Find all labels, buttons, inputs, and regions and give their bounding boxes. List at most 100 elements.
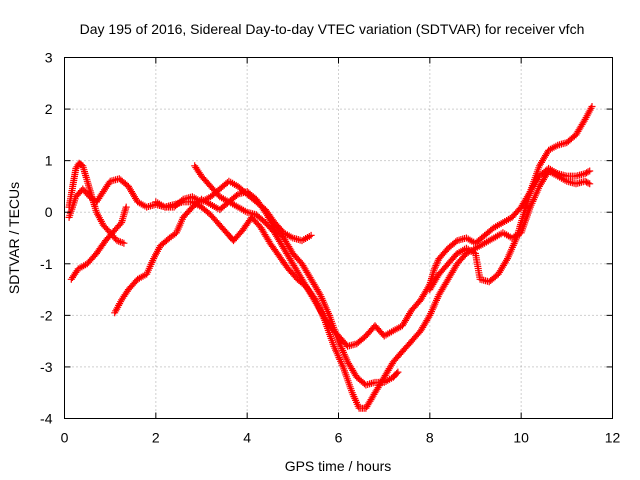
data-point-marker xyxy=(586,180,594,188)
data-point-marker xyxy=(535,169,552,190)
data-point-marker xyxy=(453,245,468,257)
data-point-marker xyxy=(389,369,401,381)
data-point-marker xyxy=(380,360,396,381)
data-point-marker xyxy=(581,168,592,177)
data-point-marker xyxy=(93,208,106,227)
data-point-marker xyxy=(444,251,460,268)
y-tick-label: 3 xyxy=(45,50,53,66)
chart-title: Day 195 of 2016, Sidereal Day-to-day VTE… xyxy=(80,21,585,37)
data-point-marker xyxy=(462,244,478,256)
data-point-marker xyxy=(111,220,124,234)
data-point-marker xyxy=(99,179,113,196)
data-point-marker xyxy=(198,195,213,207)
data-point-marker xyxy=(280,234,296,256)
data-point-marker xyxy=(426,272,442,294)
data-point-marker xyxy=(225,177,240,189)
x-axis-label: GPS time / hours xyxy=(285,458,392,474)
series-track-2 xyxy=(67,203,130,283)
x-tick-label: 2 xyxy=(152,430,160,446)
data-point-marker xyxy=(362,390,378,412)
data-point-marker xyxy=(113,237,126,246)
x-tick-label: 8 xyxy=(426,430,434,446)
data-point-marker xyxy=(517,190,534,226)
data-point-marker xyxy=(134,198,149,210)
data-point-marker xyxy=(280,244,296,266)
data-point-marker xyxy=(67,267,81,283)
data-point-marker xyxy=(280,229,295,241)
data-point-marker xyxy=(252,211,268,225)
y-tick-label: -4 xyxy=(40,411,53,427)
data-point-marker xyxy=(72,161,82,172)
data-point-marker xyxy=(513,221,525,242)
data-point-marker xyxy=(207,211,222,228)
data-point-marker xyxy=(316,291,332,317)
data-point-marker xyxy=(198,172,213,189)
data-point-marker xyxy=(122,203,130,211)
data-point-marker xyxy=(271,224,286,240)
data-point-marker xyxy=(69,166,80,190)
series-track-7 xyxy=(426,103,596,294)
y-tick-label: -2 xyxy=(40,307,53,323)
data-point-marker xyxy=(156,235,172,250)
y-axis-label: SDTVAR / TECUs xyxy=(6,182,22,294)
data-point-marker xyxy=(344,358,360,379)
data-point-marker xyxy=(408,297,423,314)
data-point-marker xyxy=(271,229,287,251)
data-point-marker xyxy=(339,363,355,395)
data-point-marker xyxy=(303,283,318,302)
data-point-marker xyxy=(348,389,362,410)
x-tick-label: 0 xyxy=(61,430,69,446)
data-point-marker xyxy=(353,373,368,388)
data-point-marker xyxy=(563,132,578,147)
data-point-marker xyxy=(586,167,594,175)
series-track-6 xyxy=(152,167,594,412)
data-point-marker xyxy=(248,213,264,230)
data-point-marker xyxy=(398,308,415,330)
data-point-marker xyxy=(79,162,91,183)
data-point-marker xyxy=(289,260,305,281)
data-point-marker xyxy=(83,251,99,268)
x-tick-label: 10 xyxy=(513,430,529,446)
data-point-marker xyxy=(389,349,405,366)
data-series-layer xyxy=(65,103,596,412)
data-point-marker xyxy=(172,215,186,237)
data-point-marker xyxy=(93,189,106,206)
data-point-marker xyxy=(216,221,232,238)
data-point-marker xyxy=(581,177,592,187)
data-point-marker xyxy=(166,230,179,242)
data-point-marker xyxy=(494,256,510,278)
data-point-marker xyxy=(243,188,259,202)
data-point-marker xyxy=(284,265,300,282)
data-point-marker xyxy=(554,172,569,184)
data-point-marker xyxy=(330,342,346,369)
data-point-marker xyxy=(545,167,560,179)
data-point-marker xyxy=(152,198,167,210)
data-point-marker xyxy=(293,275,309,290)
series-track-5 xyxy=(191,162,594,350)
data-point-marker xyxy=(307,231,315,239)
data-point-marker xyxy=(298,233,313,245)
data-point-marker xyxy=(353,333,368,348)
data-point-marker xyxy=(207,182,222,199)
y-tick-label: 2 xyxy=(45,101,53,117)
data-point-marker xyxy=(417,313,433,335)
data-point-marker xyxy=(545,142,560,154)
data-point-marker xyxy=(99,221,113,235)
data-point-marker xyxy=(118,287,131,304)
data-point-marker xyxy=(275,252,291,271)
data-point-marker xyxy=(75,159,85,169)
y-tick-label: -1 xyxy=(40,256,53,272)
data-point-marker xyxy=(408,328,423,345)
data-point-marker xyxy=(335,337,351,364)
data-point-marker xyxy=(120,239,128,247)
data-point-marker xyxy=(124,182,141,204)
data-point-marker xyxy=(216,193,231,205)
data-point-marker xyxy=(508,205,524,221)
x-tick-label: 4 xyxy=(243,430,251,446)
data-point-marker xyxy=(124,277,140,294)
data-point-marker xyxy=(257,224,273,245)
data-point-marker xyxy=(111,298,125,317)
grid-layer xyxy=(64,57,613,419)
x-tick-label: 6 xyxy=(335,430,343,446)
